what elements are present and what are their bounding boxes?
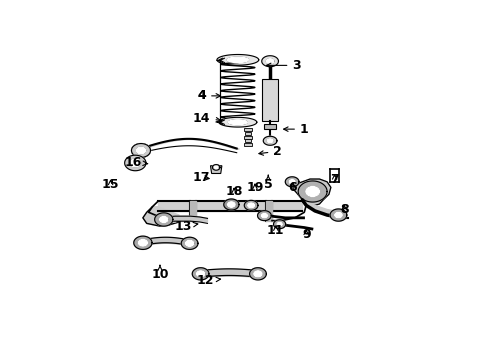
Polygon shape xyxy=(298,181,327,202)
Polygon shape xyxy=(302,194,339,218)
Polygon shape xyxy=(131,144,150,157)
Polygon shape xyxy=(293,179,331,205)
Text: 2: 2 xyxy=(259,145,282,158)
Text: 4: 4 xyxy=(197,89,206,102)
Text: 14: 14 xyxy=(193,112,220,125)
Text: 3: 3 xyxy=(267,59,301,72)
Text: 15: 15 xyxy=(102,178,120,191)
FancyBboxPatch shape xyxy=(245,139,251,142)
FancyBboxPatch shape xyxy=(262,79,278,121)
Polygon shape xyxy=(261,213,268,218)
Text: 1: 1 xyxy=(284,123,309,136)
Polygon shape xyxy=(212,165,220,170)
Polygon shape xyxy=(262,56,278,67)
Polygon shape xyxy=(258,211,271,221)
Polygon shape xyxy=(277,222,282,226)
Polygon shape xyxy=(227,202,235,207)
Polygon shape xyxy=(267,59,274,64)
Polygon shape xyxy=(224,199,239,210)
Polygon shape xyxy=(185,240,194,246)
Polygon shape xyxy=(136,147,146,154)
Text: 10: 10 xyxy=(151,265,169,281)
Text: 18: 18 xyxy=(225,185,243,198)
Polygon shape xyxy=(227,57,248,63)
FancyBboxPatch shape xyxy=(245,132,251,135)
Polygon shape xyxy=(160,216,168,222)
Polygon shape xyxy=(335,212,342,218)
Polygon shape xyxy=(192,268,209,280)
Polygon shape xyxy=(134,236,152,249)
Polygon shape xyxy=(155,213,173,226)
FancyBboxPatch shape xyxy=(264,124,276,129)
Polygon shape xyxy=(306,186,319,197)
Polygon shape xyxy=(249,268,267,280)
Polygon shape xyxy=(143,207,179,226)
Text: 17: 17 xyxy=(193,171,211,184)
Polygon shape xyxy=(228,120,247,125)
Polygon shape xyxy=(158,201,302,211)
Polygon shape xyxy=(285,177,299,187)
Polygon shape xyxy=(254,271,262,277)
Text: 5: 5 xyxy=(264,175,272,191)
Text: 16: 16 xyxy=(125,156,148,169)
Polygon shape xyxy=(130,159,141,167)
FancyBboxPatch shape xyxy=(245,128,252,131)
Text: 7: 7 xyxy=(330,172,339,185)
Text: 19: 19 xyxy=(246,181,264,194)
Polygon shape xyxy=(263,136,277,145)
Polygon shape xyxy=(219,117,257,127)
Polygon shape xyxy=(181,237,198,249)
Text: 11: 11 xyxy=(267,224,285,237)
Polygon shape xyxy=(245,201,258,210)
Polygon shape xyxy=(196,271,205,277)
Polygon shape xyxy=(131,144,150,157)
Text: 13: 13 xyxy=(174,220,198,233)
Polygon shape xyxy=(211,166,222,174)
Polygon shape xyxy=(138,239,147,246)
Text: 6: 6 xyxy=(289,181,297,194)
Polygon shape xyxy=(248,203,254,208)
Polygon shape xyxy=(214,166,218,169)
Text: 12: 12 xyxy=(197,274,220,287)
Polygon shape xyxy=(330,209,347,221)
FancyBboxPatch shape xyxy=(245,143,252,146)
Polygon shape xyxy=(124,155,146,171)
Polygon shape xyxy=(164,216,207,223)
Polygon shape xyxy=(190,201,196,221)
FancyBboxPatch shape xyxy=(245,135,252,139)
Polygon shape xyxy=(267,201,272,221)
Polygon shape xyxy=(289,180,295,184)
Text: 4: 4 xyxy=(197,89,220,102)
Polygon shape xyxy=(267,139,273,143)
Polygon shape xyxy=(217,54,259,65)
Text: 8: 8 xyxy=(340,203,348,216)
Text: 9: 9 xyxy=(302,228,311,241)
Polygon shape xyxy=(273,220,286,229)
